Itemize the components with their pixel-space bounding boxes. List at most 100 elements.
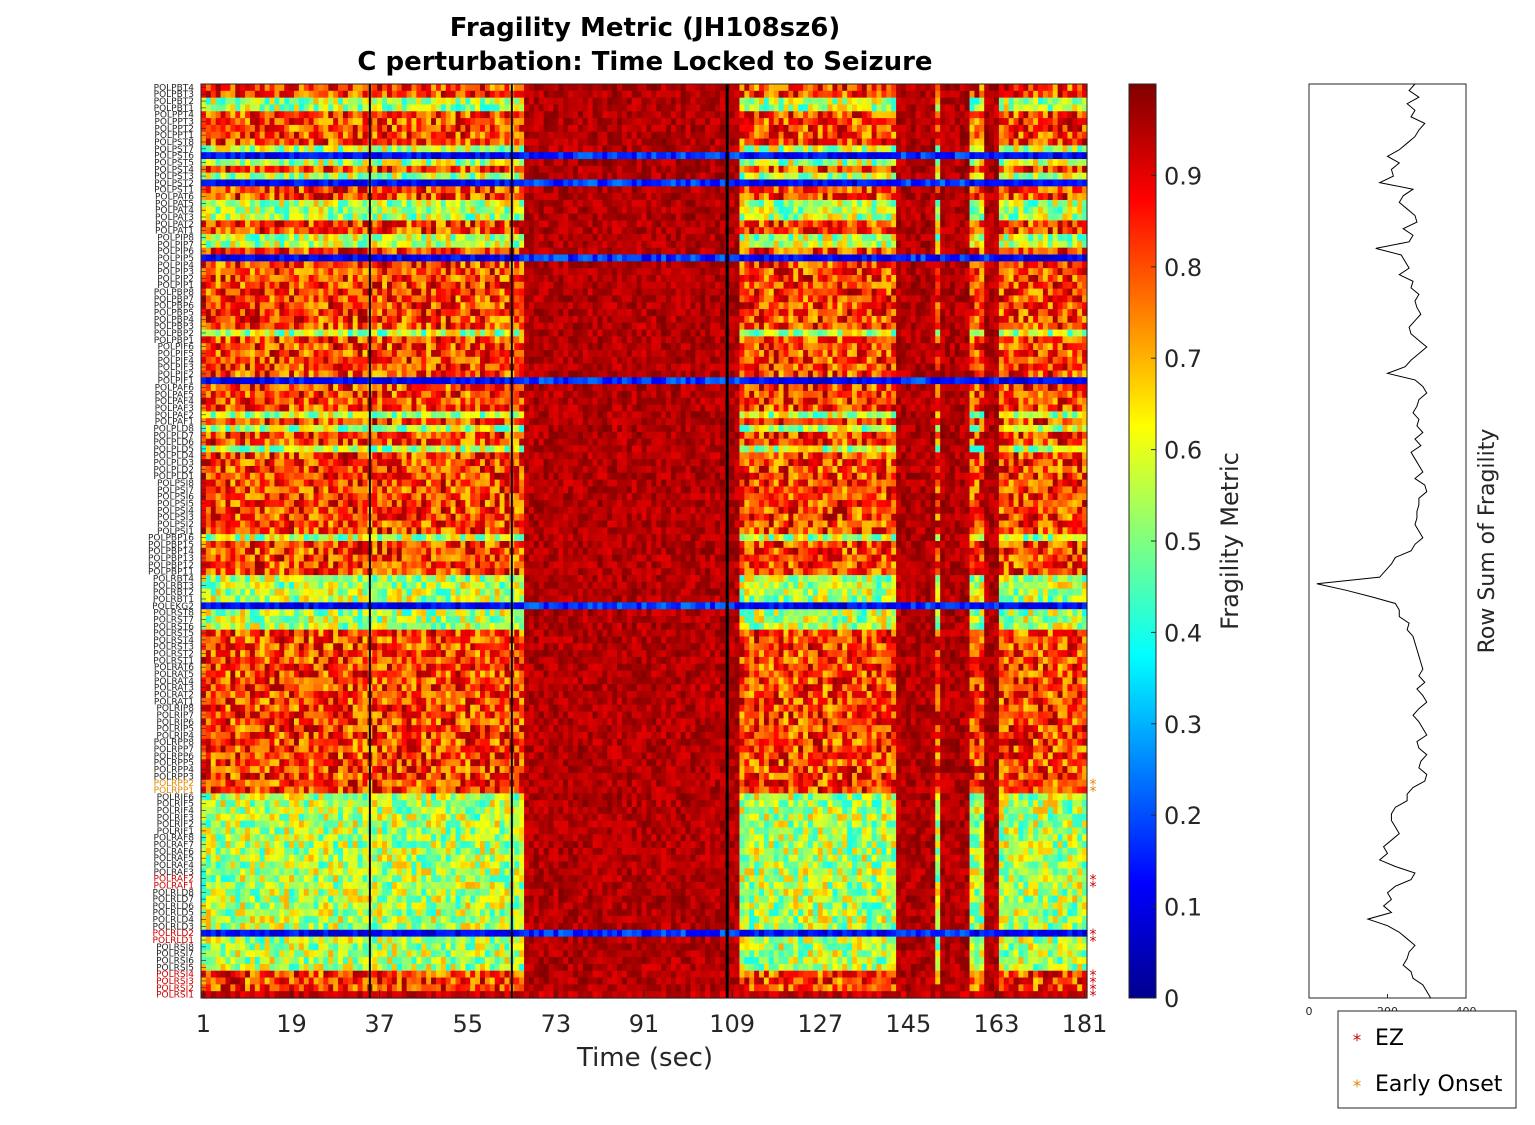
heatmap-cell	[563, 220, 569, 228]
heatmap-cell	[440, 159, 447, 167]
heatmap-cell	[891, 179, 897, 187]
heatmap-cell	[641, 199, 648, 208]
heatmap-cell	[225, 193, 231, 201]
heatmap-cell	[807, 254, 814, 262]
heatmap-cell	[871, 240, 878, 249]
heatmap-cell	[617, 152, 623, 160]
heatmap-cell	[210, 186, 217, 194]
heatmap-cell	[548, 234, 555, 242]
heatmap-cell	[1057, 254, 1064, 262]
heatmap-cell	[949, 254, 956, 262]
heatmap-cell	[1042, 131, 1049, 140]
heatmap-cell	[1057, 152, 1064, 160]
heatmap-cell	[494, 111, 501, 119]
heatmap-cell	[954, 84, 961, 92]
heatmap-cell	[1067, 199, 1073, 208]
heatmap-cell	[891, 261, 897, 269]
heatmap-cell	[646, 186, 652, 194]
heatmap-cell	[788, 193, 794, 201]
heatmap-cell	[788, 138, 794, 146]
heatmap-cell	[690, 159, 696, 167]
heatmap-cell	[945, 179, 951, 187]
heatmap-cell	[935, 145, 941, 153]
heatmap-cell	[617, 268, 623, 276]
heatmap-cell	[411, 268, 417, 276]
heatmap-cell	[993, 254, 1000, 262]
heatmap-cell	[553, 172, 559, 181]
heatmap-cell	[788, 220, 794, 228]
heatmap-cell	[714, 104, 721, 112]
heatmap-cell	[435, 104, 442, 112]
heatmap-cell	[1023, 159, 1029, 167]
heatmap-cell	[533, 261, 540, 269]
heatmap-cell	[396, 261, 403, 269]
heatmap-cell	[803, 84, 809, 92]
heatmap-cell	[308, 111, 315, 119]
heatmap-cell	[533, 84, 540, 92]
heatmap-cell	[896, 220, 902, 228]
heatmap-cell	[773, 227, 780, 235]
heatmap-cell	[582, 206, 589, 215]
heatmap-cell	[289, 268, 295, 276]
heatmap-cell	[1013, 240, 1020, 249]
heatmap-cell	[245, 118, 251, 126]
heatmap-cell	[754, 234, 760, 242]
heatmap-cell	[920, 199, 927, 208]
heatmap-cell	[646, 247, 652, 256]
heatmap-cell	[1023, 186, 1029, 194]
heatmap-cell	[201, 152, 207, 160]
heatmap-cell	[905, 247, 912, 256]
heatmap-cell	[856, 199, 863, 208]
heatmap-cell	[401, 90, 408, 99]
heatmap-cell	[563, 247, 569, 256]
heatmap-cell	[1003, 152, 1010, 160]
heatmap-cell	[930, 247, 936, 256]
heatmap-cell	[930, 97, 936, 106]
heatmap-cell	[435, 138, 442, 146]
heatmap-cell	[974, 152, 980, 160]
heatmap-cell	[675, 111, 682, 119]
heatmap-cell	[249, 118, 256, 126]
heatmap-cell	[362, 152, 369, 160]
heatmap-cell	[626, 172, 633, 181]
heatmap-cell	[259, 240, 266, 249]
heatmap-cell	[700, 165, 706, 174]
heatmap-cell	[1052, 247, 1059, 256]
heatmap-cell	[778, 220, 785, 228]
heatmap-cell	[372, 247, 378, 256]
heatmap-cell	[1057, 213, 1064, 222]
heatmap-cell	[592, 199, 599, 208]
heatmap-cell	[832, 254, 838, 262]
heatmap-cell	[406, 213, 413, 222]
heatmap-cell	[230, 97, 236, 106]
heatmap-cell	[763, 90, 770, 99]
heatmap-cell	[1038, 84, 1044, 92]
heatmap-cell	[974, 90, 980, 99]
heatmap-cell	[626, 124, 633, 133]
heatmap-cell	[915, 165, 922, 174]
heatmap-cell	[778, 124, 785, 133]
heatmap-cell	[264, 124, 271, 133]
heatmap-cell	[313, 165, 320, 174]
heatmap-cell	[803, 152, 809, 160]
heatmap-cell	[763, 261, 770, 269]
heatmap-cell	[475, 261, 481, 269]
heatmap-cell	[861, 145, 868, 153]
heatmap-cell	[641, 186, 648, 194]
heatmap-cell	[656, 199, 662, 208]
heatmap-cell	[763, 138, 770, 146]
heatmap-cell	[372, 206, 378, 215]
heatmap-cell	[411, 186, 417, 194]
heatmap-cell	[470, 124, 476, 133]
heatmap-cell	[411, 118, 417, 126]
heatmap-cell	[734, 145, 741, 153]
heatmap-cell	[460, 220, 466, 228]
heatmap-cell	[1082, 152, 1088, 160]
heatmap-cell	[690, 247, 696, 256]
heatmap-cell	[294, 152, 300, 160]
heatmap-cell	[998, 172, 1005, 181]
heatmap-cell	[225, 138, 231, 146]
heatmap-cell	[1062, 165, 1069, 174]
heatmap-cell	[793, 145, 799, 153]
heatmap-cell	[969, 234, 976, 242]
